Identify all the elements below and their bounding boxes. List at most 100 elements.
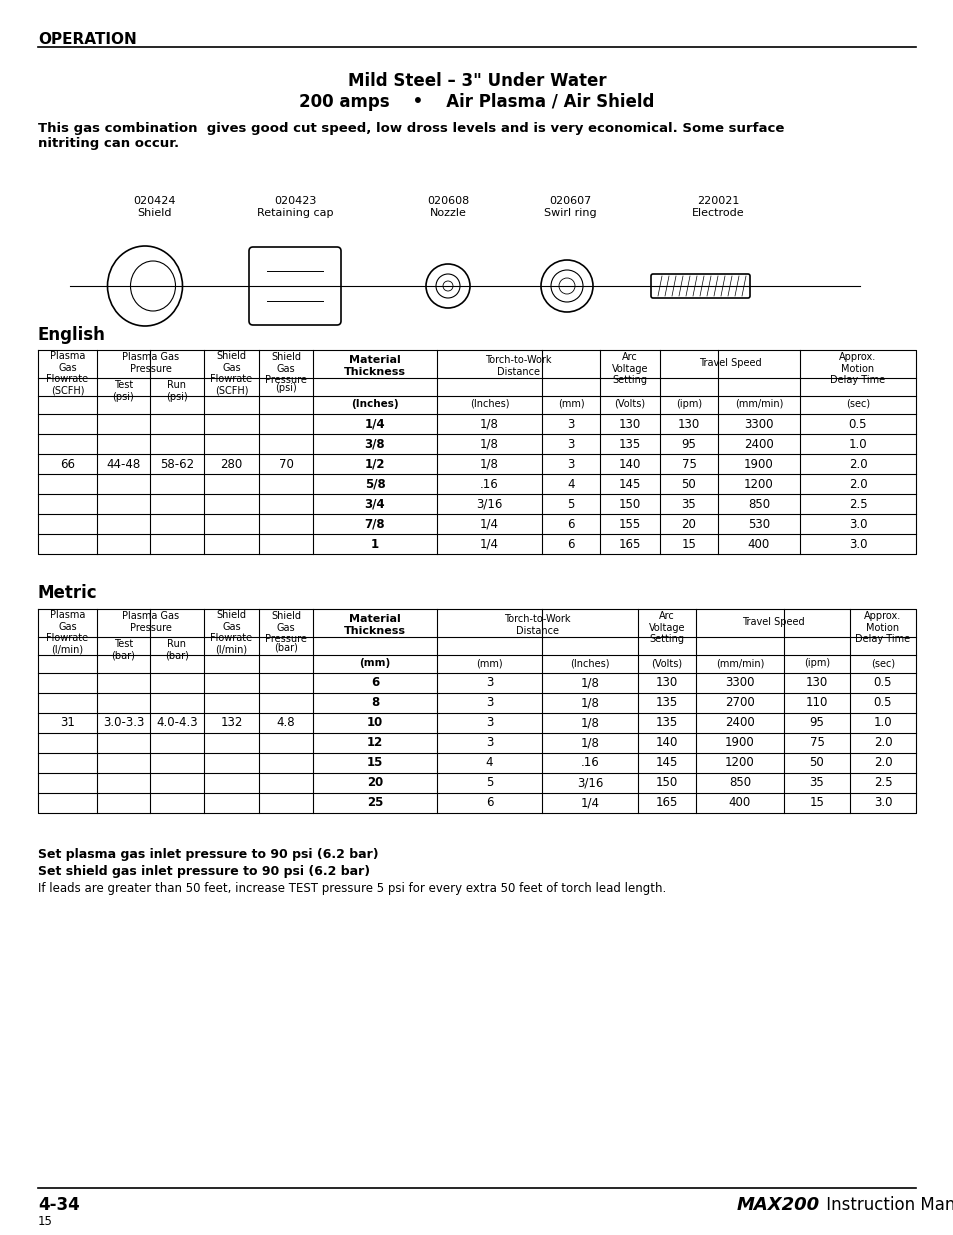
Text: Test
(psi): Test (psi) — [112, 380, 134, 401]
Text: (Volts): (Volts) — [651, 658, 681, 668]
Text: 35: 35 — [680, 498, 696, 510]
Text: This gas combination  gives good cut speed, low dross levels and is very economi: This gas combination gives good cut spee… — [38, 122, 783, 135]
Text: 12: 12 — [367, 736, 383, 750]
Text: 1/2: 1/2 — [364, 457, 385, 471]
Text: 4.8: 4.8 — [276, 716, 295, 730]
Text: 6: 6 — [567, 537, 574, 551]
Text: Run
(bar): Run (bar) — [165, 638, 189, 661]
Text: (mm/min): (mm/min) — [734, 399, 782, 409]
Text: 75: 75 — [809, 736, 823, 750]
Text: 400: 400 — [728, 797, 750, 809]
Text: 3.0: 3.0 — [848, 537, 866, 551]
Text: (mm): (mm) — [359, 658, 390, 668]
Text: 4.0-4.3: 4.0-4.3 — [156, 716, 197, 730]
Text: 35: 35 — [809, 777, 823, 789]
Text: Metric: Metric — [38, 584, 97, 601]
Text: (Inches): (Inches) — [570, 658, 609, 668]
Text: Torch-to-Work
Distance: Torch-to-Work Distance — [504, 614, 570, 636]
Text: 75: 75 — [680, 457, 696, 471]
Text: 31: 31 — [60, 716, 75, 730]
Text: 3: 3 — [485, 716, 493, 730]
Text: 280: 280 — [220, 457, 242, 471]
Text: 3/16: 3/16 — [577, 777, 602, 789]
Text: (sec): (sec) — [845, 399, 869, 409]
Text: 5: 5 — [567, 498, 574, 510]
Text: 1/8: 1/8 — [580, 697, 598, 709]
Text: 50: 50 — [809, 757, 823, 769]
Text: Nozzle: Nozzle — [429, 207, 466, 219]
Text: 0.5: 0.5 — [848, 417, 866, 431]
Text: 3: 3 — [485, 697, 493, 709]
Text: 165: 165 — [655, 797, 678, 809]
Text: 850: 850 — [747, 498, 769, 510]
Text: 6: 6 — [371, 677, 378, 689]
Text: Test
(bar): Test (bar) — [112, 638, 135, 661]
Text: 1200: 1200 — [724, 757, 754, 769]
Text: 850: 850 — [728, 777, 750, 789]
Text: 530: 530 — [747, 517, 769, 531]
Text: 1/4: 1/4 — [479, 517, 498, 531]
Text: 1.0: 1.0 — [873, 716, 891, 730]
Text: 1200: 1200 — [743, 478, 773, 490]
Text: 1/8: 1/8 — [479, 437, 498, 451]
Text: 145: 145 — [655, 757, 678, 769]
Text: Arc
Voltage
Setting: Arc Voltage Setting — [611, 352, 648, 385]
Text: If leads are greater than 50 feet, increase TEST pressure 5 psi for every extra : If leads are greater than 50 feet, incre… — [38, 882, 665, 895]
Text: 3: 3 — [485, 677, 493, 689]
Text: Plasma Gas
Pressure: Plasma Gas Pressure — [122, 611, 179, 632]
Text: MAX200: MAX200 — [736, 1195, 820, 1214]
Text: 5/8: 5/8 — [364, 478, 385, 490]
Text: 1/4: 1/4 — [364, 417, 385, 431]
Text: (ipm): (ipm) — [676, 399, 701, 409]
Text: 0.5: 0.5 — [873, 677, 891, 689]
Text: 1: 1 — [371, 537, 378, 551]
Text: 6: 6 — [485, 797, 493, 809]
Text: 2.0: 2.0 — [873, 757, 891, 769]
Text: 4: 4 — [485, 757, 493, 769]
Text: Torch-to-Work
Distance: Torch-to-Work Distance — [485, 354, 551, 377]
Text: 1/4: 1/4 — [479, 537, 498, 551]
Text: 165: 165 — [618, 537, 640, 551]
Text: Shield
Gas
Flowrate
(SCFH): Shield Gas Flowrate (SCFH) — [211, 351, 253, 395]
Text: (Inches): (Inches) — [469, 399, 509, 409]
Text: 70: 70 — [278, 457, 294, 471]
Text: 020607: 020607 — [548, 196, 591, 206]
Text: 8: 8 — [371, 697, 378, 709]
Text: OPERATION: OPERATION — [38, 32, 136, 47]
Text: .16: .16 — [479, 478, 498, 490]
Text: 44-48: 44-48 — [107, 457, 140, 471]
Text: 132: 132 — [220, 716, 242, 730]
Text: 020423: 020423 — [274, 196, 315, 206]
Text: Set plasma gas inlet pressure to 90 psi (6.2 bar): Set plasma gas inlet pressure to 90 psi … — [38, 848, 378, 861]
Text: (psi): (psi) — [274, 383, 296, 393]
Text: 1/8: 1/8 — [580, 677, 598, 689]
Text: (mm): (mm) — [476, 658, 502, 668]
Text: 130: 130 — [655, 677, 678, 689]
Text: 140: 140 — [655, 736, 678, 750]
Text: 2.5: 2.5 — [873, 777, 891, 789]
Text: nitriting can occur.: nitriting can occur. — [38, 137, 179, 149]
Text: Material
Thickness: Material Thickness — [344, 614, 406, 636]
Text: 15: 15 — [809, 797, 823, 809]
Text: (sec): (sec) — [870, 658, 894, 668]
Text: 3300: 3300 — [743, 417, 773, 431]
Text: 95: 95 — [680, 437, 696, 451]
Text: Shield
Gas
Flowrate
(l/min): Shield Gas Flowrate (l/min) — [211, 610, 253, 655]
Text: 4: 4 — [567, 478, 574, 490]
Text: 2700: 2700 — [724, 697, 754, 709]
Text: Shield
Gas
Pressure: Shield Gas Pressure — [265, 352, 307, 385]
Text: 3: 3 — [567, 417, 574, 431]
Text: 2.0: 2.0 — [848, 478, 866, 490]
Text: 15: 15 — [366, 757, 383, 769]
Text: 135: 135 — [655, 697, 678, 709]
Text: Shield
Gas
Pressure: Shield Gas Pressure — [265, 611, 307, 645]
Text: 1/8: 1/8 — [479, 417, 498, 431]
Text: 1/8: 1/8 — [580, 716, 598, 730]
Text: Arc
Voltage
Setting: Arc Voltage Setting — [648, 611, 684, 645]
Text: 1/8: 1/8 — [479, 457, 498, 471]
Text: 2.0: 2.0 — [873, 736, 891, 750]
Text: 20: 20 — [367, 777, 383, 789]
Text: Swirl ring: Swirl ring — [543, 207, 596, 219]
Text: Approx.
Motion
Delay Time: Approx. Motion Delay Time — [855, 611, 909, 645]
Text: Approx.
Motion
Delay Time: Approx. Motion Delay Time — [829, 352, 884, 385]
